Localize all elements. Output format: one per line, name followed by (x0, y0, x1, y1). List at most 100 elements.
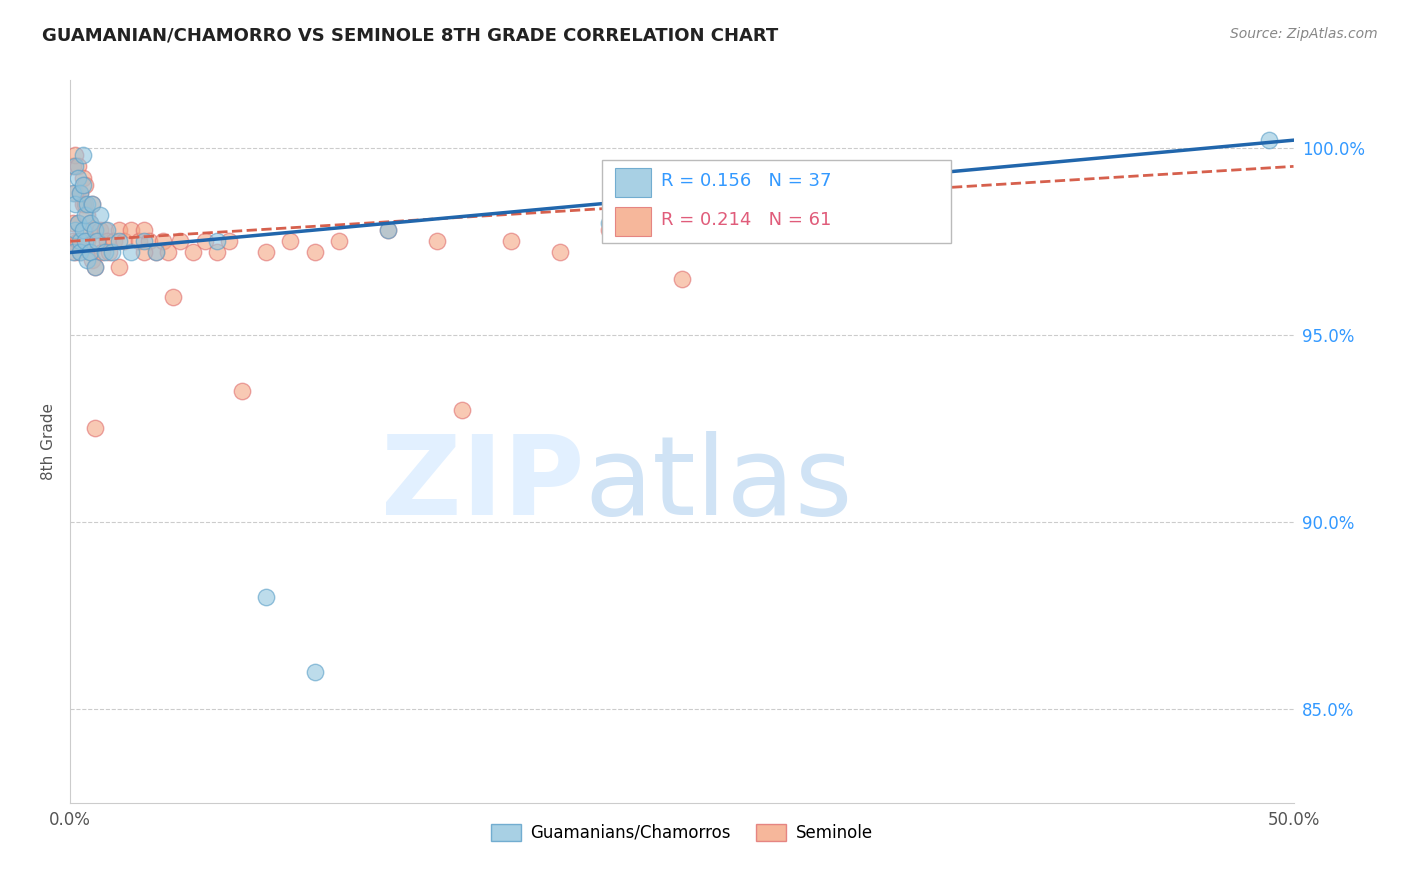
Point (162, 290, 184, 304)
Point (76, 196, 98, 211)
Point (72, 223, 94, 237)
Point (69, 245, 91, 260)
Point (66, 160, 89, 174)
Point (83, 223, 105, 237)
Point (108, 260, 131, 275)
Point (63, 223, 86, 237)
Point (152, 234, 174, 248)
Point (671, 271, 693, 285)
Point (218, 234, 240, 248)
Point (73, 223, 96, 237)
Point (76, 252, 98, 267)
Point (66, 170, 89, 185)
Text: atlas: atlas (583, 432, 852, 539)
Point (79, 245, 101, 260)
Point (157, 245, 180, 260)
Point (132, 223, 155, 237)
Point (254, 590, 277, 604)
Point (83, 223, 105, 237)
Text: R = 0.156   N = 37: R = 0.156 N = 37 (661, 171, 831, 189)
Point (598, 215, 620, 229)
Point (254, 245, 277, 260)
Point (72, 178, 94, 193)
Point (169, 234, 191, 248)
Point (62, 215, 84, 229)
Point (79, 215, 101, 229)
Point (377, 223, 399, 237)
Point (598, 223, 620, 237)
Point (304, 665, 326, 679)
Point (93, 245, 115, 260)
Point (86, 234, 108, 248)
Point (426, 234, 449, 248)
Point (62, 186, 84, 200)
Point (91, 245, 114, 260)
Point (69, 186, 91, 200)
Point (96, 223, 118, 237)
Point (121, 223, 143, 237)
Point (63, 160, 86, 174)
Point (499, 234, 522, 248)
Point (205, 234, 228, 248)
Point (121, 245, 143, 260)
Point (62, 245, 84, 260)
Point (66, 215, 89, 229)
Point (72, 170, 94, 185)
Point (89, 223, 111, 237)
Point (73, 178, 96, 193)
Point (63, 148, 86, 162)
Point (83, 260, 105, 275)
FancyBboxPatch shape (602, 160, 950, 243)
Point (69, 245, 91, 260)
Point (377, 223, 399, 237)
Point (82, 196, 104, 211)
Point (73, 234, 96, 248)
Legend: Guamanians/Chamorros, Seminole: Guamanians/Chamorros, Seminole (484, 817, 880, 848)
Point (69, 186, 91, 200)
Point (83, 421, 105, 435)
Y-axis label: 8th Grade: 8th Grade (41, 403, 56, 480)
Point (181, 245, 204, 260)
Point (62, 160, 84, 174)
Point (112, 234, 135, 248)
Point (63, 186, 86, 200)
Point (450, 402, 472, 417)
Point (86, 234, 108, 248)
Point (93, 223, 115, 237)
Point (63, 196, 86, 211)
Point (103, 234, 125, 248)
Point (69, 234, 91, 248)
Point (304, 245, 326, 260)
Point (66, 215, 89, 229)
Point (132, 245, 155, 260)
Point (231, 384, 253, 398)
Point (63, 245, 86, 260)
Point (328, 234, 350, 248)
Point (548, 245, 571, 260)
Point (194, 234, 217, 248)
FancyBboxPatch shape (614, 207, 651, 236)
Point (98, 245, 121, 260)
Point (1258, 133, 1281, 147)
Point (205, 245, 228, 260)
Point (76, 208, 98, 222)
Point (73, 208, 96, 222)
Point (62, 234, 84, 248)
Point (96, 234, 118, 248)
Point (73, 196, 96, 211)
Point (280, 234, 302, 248)
Point (145, 245, 167, 260)
Text: R = 0.214   N = 61: R = 0.214 N = 61 (661, 211, 831, 228)
Point (138, 234, 160, 248)
Point (108, 223, 131, 237)
Text: ZIP: ZIP (381, 432, 583, 539)
FancyBboxPatch shape (614, 169, 651, 197)
Point (82, 252, 104, 267)
Point (83, 260, 105, 275)
Point (66, 234, 89, 248)
Point (79, 245, 101, 260)
Point (132, 234, 155, 248)
Text: GUAMANIAN/CHAMORRO VS SEMINOLE 8TH GRADE CORRELATION CHART: GUAMANIAN/CHAMORRO VS SEMINOLE 8TH GRADE… (42, 27, 779, 45)
Point (89, 208, 111, 222)
Point (82, 196, 104, 211)
